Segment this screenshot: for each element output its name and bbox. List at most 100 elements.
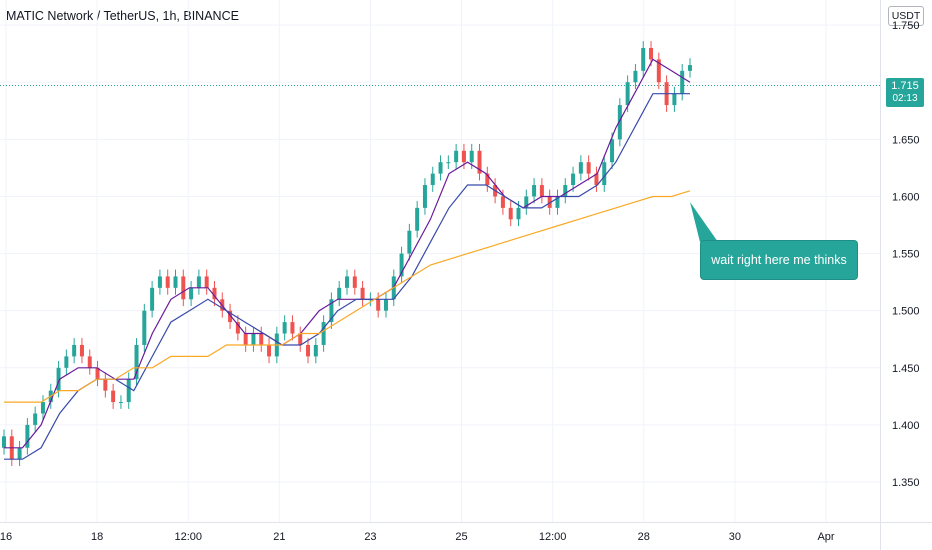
candle-body bbox=[40, 402, 45, 414]
candle bbox=[571, 166, 576, 192]
candle bbox=[415, 201, 420, 238]
candle-body bbox=[126, 379, 131, 403]
candle bbox=[95, 360, 100, 387]
candle bbox=[33, 406, 38, 432]
candle bbox=[64, 349, 69, 375]
candle-body bbox=[196, 276, 201, 288]
candle-body bbox=[477, 150, 482, 174]
candle-body bbox=[173, 276, 178, 288]
candle bbox=[617, 98, 622, 147]
x-tick-label: 25 bbox=[455, 531, 467, 543]
y-tick-label: 1.750 bbox=[892, 20, 920, 32]
candle bbox=[508, 201, 513, 227]
chart-title: MATIC Network / TetherUS, 1h, BINANCE bbox=[6, 9, 239, 23]
x-tick-label: 28 bbox=[638, 531, 650, 543]
candle bbox=[17, 440, 22, 467]
candle-body bbox=[306, 344, 311, 357]
candle-body bbox=[399, 253, 404, 277]
candle bbox=[267, 338, 272, 364]
candle-body bbox=[298, 333, 303, 345]
annotation-text: wait right here me thinks bbox=[711, 253, 847, 267]
candle-body bbox=[422, 185, 427, 208]
candle-body bbox=[95, 367, 100, 380]
candle-body bbox=[602, 162, 607, 186]
candle bbox=[477, 143, 482, 181]
candle-body bbox=[688, 65, 692, 71]
candle-body bbox=[641, 47, 646, 71]
x-tick-label: 30 bbox=[729, 531, 741, 543]
candle-body bbox=[508, 207, 513, 220]
candle-body bbox=[360, 287, 365, 300]
candle bbox=[454, 143, 459, 170]
candle-body bbox=[313, 344, 318, 357]
candle bbox=[165, 269, 170, 295]
candle-body bbox=[563, 185, 568, 197]
currency-button[interactable]: USDT bbox=[888, 6, 924, 26]
candle bbox=[118, 395, 123, 409]
candle-body bbox=[165, 276, 170, 288]
candle-body bbox=[267, 344, 272, 357]
candle bbox=[329, 292, 334, 329]
x-tick-label: 23 bbox=[364, 531, 376, 543]
candle-body bbox=[157, 276, 162, 288]
candle-body bbox=[251, 333, 256, 345]
candle bbox=[321, 315, 326, 352]
candle bbox=[407, 223, 412, 261]
ma-mid-line bbox=[4, 93, 690, 460]
candle bbox=[111, 383, 116, 409]
y-tick-label: 1.450 bbox=[892, 363, 920, 375]
candle bbox=[196, 269, 201, 295]
candle-body bbox=[625, 82, 630, 106]
candle-body bbox=[454, 150, 459, 163]
candle-body bbox=[212, 287, 217, 300]
ma-slow-line bbox=[4, 190, 691, 403]
candle-body bbox=[446, 162, 451, 164]
candles-layer bbox=[2, 41, 692, 467]
candle bbox=[150, 280, 155, 318]
candle bbox=[578, 155, 583, 181]
candle-body bbox=[337, 287, 342, 300]
candle-body bbox=[500, 196, 505, 208]
candle bbox=[680, 63, 685, 101]
y-tick-label: 1.600 bbox=[892, 191, 920, 203]
candle-body bbox=[87, 356, 92, 368]
candle-body bbox=[680, 70, 685, 94]
candle-body bbox=[524, 196, 529, 208]
candle bbox=[563, 178, 568, 204]
candle bbox=[594, 166, 599, 192]
x-tick-label: 21 bbox=[273, 531, 285, 543]
candle bbox=[79, 338, 84, 364]
candle-body bbox=[329, 299, 334, 323]
candle bbox=[72, 338, 77, 364]
candle bbox=[422, 178, 427, 215]
candle bbox=[345, 269, 349, 295]
time-axis: 16 18 12:00 21 23 25 12:00 28 30 Apr bbox=[0, 531, 835, 543]
candle bbox=[383, 292, 388, 318]
candle-body bbox=[617, 105, 622, 140]
annotation-callout[interactable]: wait right here me thinks bbox=[700, 240, 858, 280]
y-tick-label: 1.400 bbox=[892, 420, 920, 432]
candle-body bbox=[352, 276, 357, 288]
candle-body bbox=[25, 424, 30, 448]
candle-body bbox=[111, 390, 116, 403]
candle bbox=[430, 166, 435, 192]
candle-body bbox=[539, 185, 544, 197]
candle-body bbox=[79, 344, 84, 357]
candle bbox=[539, 178, 544, 204]
candle bbox=[2, 429, 6, 455]
y-tick-label: 1.550 bbox=[892, 249, 920, 261]
candle bbox=[306, 338, 311, 364]
candle bbox=[485, 166, 490, 192]
candle bbox=[337, 280, 342, 307]
candle-body bbox=[235, 322, 240, 334]
candle bbox=[547, 189, 552, 215]
candle bbox=[243, 326, 248, 352]
candle-body bbox=[345, 276, 349, 288]
candle-body bbox=[469, 150, 474, 163]
candle bbox=[259, 326, 264, 352]
candle-body bbox=[17, 447, 22, 460]
candle bbox=[313, 338, 318, 364]
candle-body bbox=[321, 322, 326, 345]
candle bbox=[446, 155, 451, 170]
candle-body bbox=[204, 276, 209, 288]
